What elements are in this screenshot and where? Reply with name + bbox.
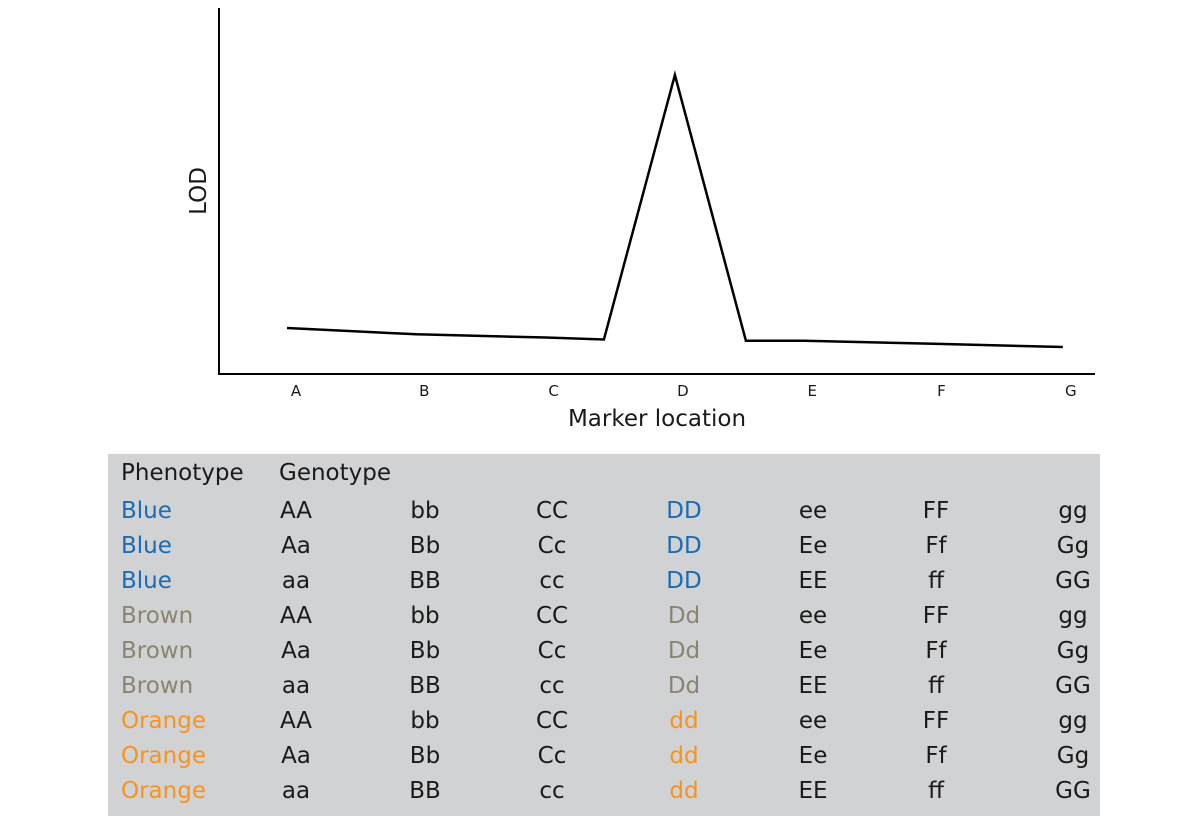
genotype-cell: Cc (537, 638, 567, 664)
genotype-cell: gg (1058, 603, 1088, 629)
lod-chart: A B C D E F G Marker location LOD (186, 8, 1095, 432)
genotype-cell: ee (798, 708, 828, 734)
genotype-cell: EE (798, 778, 828, 804)
phenotype-cell: Blue (121, 568, 172, 594)
x-tick-labels: A B C D E F G (291, 382, 1077, 400)
phenotype-cell: Brown (121, 603, 194, 629)
genotype-cell: BB (409, 568, 441, 594)
genotype-cell: cc (539, 673, 565, 699)
x-axis-title: Marker location (568, 406, 746, 432)
genotype-cell: Ff (925, 743, 947, 769)
genotype-cell: FF (922, 603, 950, 629)
genotype-cell: Ff (925, 533, 947, 559)
genotype-cell: Aa (281, 638, 311, 664)
x-tick-label-B: B (419, 382, 429, 400)
genotype-cell: dd (669, 708, 699, 734)
genotype-cell: GG (1055, 778, 1091, 804)
genotype-cell: ff (928, 673, 944, 699)
genotype-cell: ff (928, 778, 944, 804)
lod-series-line (286, 70, 1063, 349)
genotype-cell: ee (798, 498, 828, 524)
genotype-cell: Cc (537, 533, 567, 559)
genotype-cell: GG (1055, 568, 1091, 594)
x-tick-label-A: A (291, 382, 302, 400)
genotype-cell: AA (279, 708, 313, 734)
x-tick-label-F: F (937, 382, 946, 400)
genotype-cell: Bb (409, 743, 441, 769)
genotype-cell: Dd (667, 638, 701, 664)
genotype-cell: Gg (1056, 638, 1090, 664)
genotype-cell: FF (922, 708, 950, 734)
genotype-cell: dd (669, 778, 699, 804)
genotype-cell: Aa (281, 743, 311, 769)
genotype-cell: DD (666, 498, 702, 524)
genotype-cell: gg (1058, 498, 1088, 524)
genotype-cell: Aa (281, 533, 311, 559)
genotype-cell: CC (535, 498, 569, 524)
genotype-cell: FF (922, 498, 950, 524)
genotype-cell: Bb (409, 533, 441, 559)
genotype-cell: Dd (667, 603, 701, 629)
genotype-cell: ee (798, 603, 828, 629)
genotype-cell: Gg (1056, 743, 1090, 769)
x-tick-label-C: C (548, 382, 558, 400)
phenotype-cell: Brown (121, 673, 194, 699)
genotype-table: Phenotype Genotype Blue AA bb CC DD ee FF gg Blu… (108, 454, 1100, 816)
genotype-cell: AA (279, 603, 313, 629)
genotype-cell: Gg (1056, 533, 1090, 559)
genotype-cell: cc (539, 568, 565, 594)
phenotype-cell: Orange (121, 778, 206, 804)
genotype-cell: AA (279, 498, 313, 524)
genotype-cell: cc (539, 778, 565, 804)
genotype-cell: Bb (409, 638, 441, 664)
genotype-cell: dd (669, 743, 699, 769)
genotype-cell: Ff (925, 638, 947, 664)
genotype-header: Genotype (279, 460, 392, 486)
phenotype-cell: Brown (121, 638, 194, 664)
genotype-cell: Cc (537, 743, 567, 769)
genotype-cell: ff (928, 568, 944, 594)
x-tick-label-G: G (1065, 382, 1077, 400)
genotype-cell: GG (1055, 673, 1091, 699)
genotype-cell: gg (1058, 708, 1088, 734)
genotype-cell: CC (535, 603, 569, 629)
genotype-cell: DD (666, 533, 702, 559)
genotype-cell: bb (410, 498, 440, 524)
genotype-cell: bb (410, 603, 440, 629)
phenotype-cell: Blue (121, 498, 172, 524)
genotype-cell: Ee (798, 743, 828, 769)
genotype-cell: aa (281, 778, 311, 804)
genotype-cell: BB (409, 778, 441, 804)
genotype-cell: CC (535, 708, 569, 734)
phenotype-cell: Orange (121, 743, 206, 769)
genotype-cell: bb (410, 708, 440, 734)
phenotype-cell: Orange (121, 708, 206, 734)
phenotype-header: Phenotype (121, 460, 244, 486)
genotype-cell: Ee (798, 533, 828, 559)
genotype-cell: aa (281, 568, 311, 594)
x-tick-label-E: E (807, 382, 816, 400)
y-axis-title: LOD (186, 167, 212, 215)
phenotype-cell: Blue (121, 533, 172, 559)
genotype-cell: Dd (667, 673, 701, 699)
genotype-cell: Ee (798, 638, 828, 664)
genotype-cell: EE (798, 568, 828, 594)
genotype-cell: DD (666, 568, 702, 594)
genotype-cell: BB (409, 673, 441, 699)
x-tick-label-D: D (677, 382, 689, 400)
genotype-cell: aa (281, 673, 311, 699)
genotype-cell: EE (798, 673, 828, 699)
